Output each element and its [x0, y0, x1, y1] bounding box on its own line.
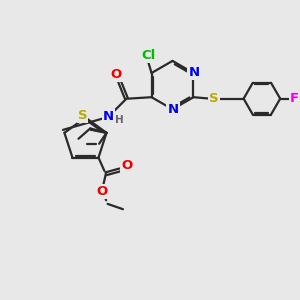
Text: N: N: [188, 66, 200, 79]
Text: F: F: [290, 92, 299, 105]
Text: O: O: [97, 185, 108, 198]
Text: S: S: [78, 109, 87, 122]
Text: Cl: Cl: [141, 49, 155, 62]
Text: H: H: [115, 115, 124, 125]
Text: N: N: [103, 110, 114, 124]
Text: O: O: [121, 159, 132, 172]
Text: O: O: [110, 68, 122, 81]
Text: S: S: [209, 92, 219, 105]
Text: N: N: [167, 103, 179, 116]
